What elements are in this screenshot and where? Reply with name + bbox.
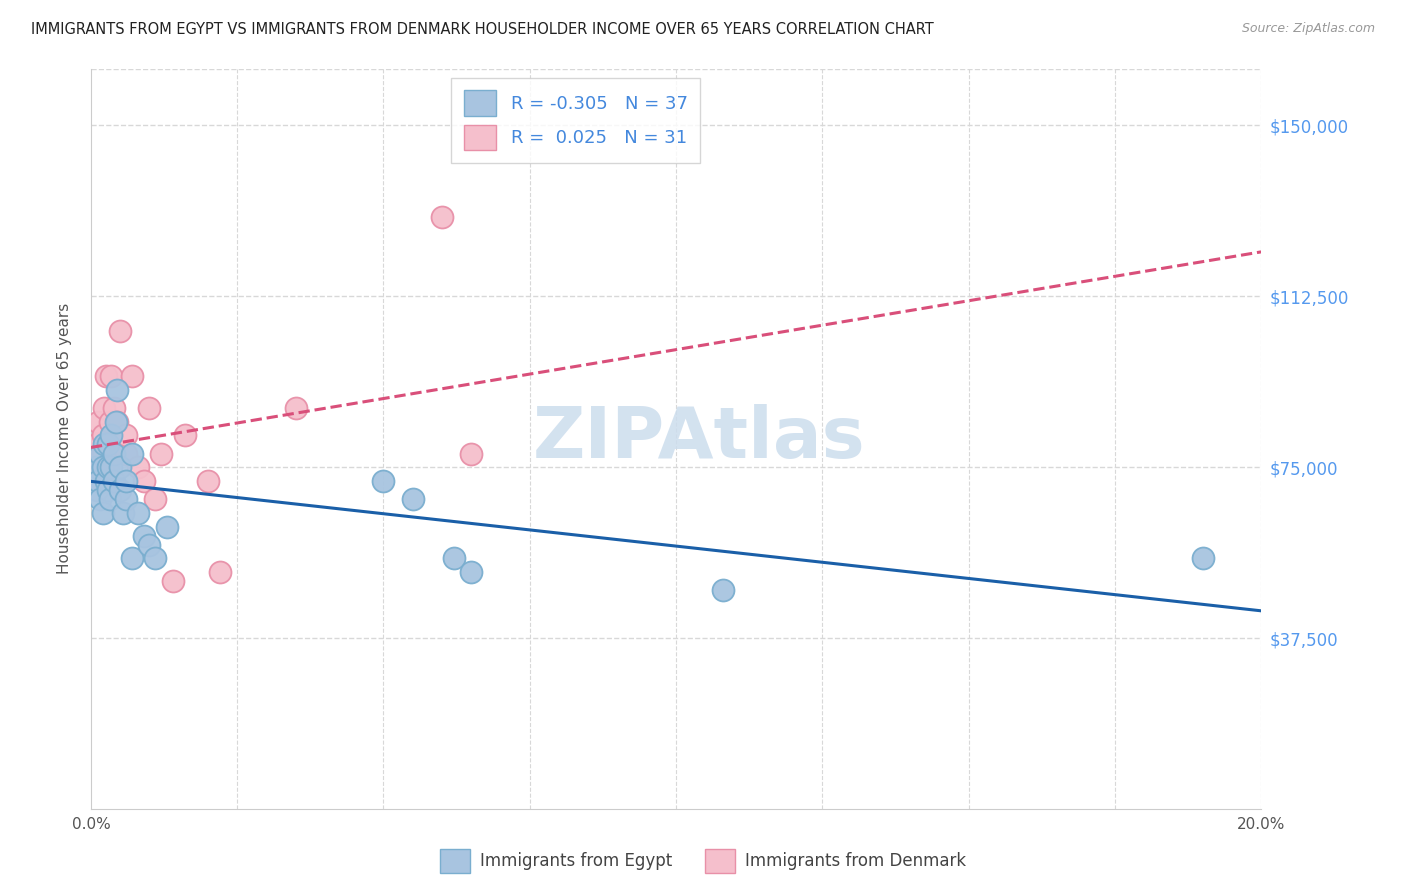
Point bbox=[121, 369, 143, 384]
Point bbox=[93, 437, 115, 451]
Point bbox=[87, 415, 110, 429]
Point bbox=[197, 474, 219, 488]
Point bbox=[127, 506, 149, 520]
Point bbox=[93, 401, 115, 415]
Point bbox=[91, 428, 114, 442]
Legend: R = -0.305   N = 37, R =  0.025   N = 31: R = -0.305 N = 37, R = 0.025 N = 31 bbox=[451, 78, 700, 163]
Point bbox=[91, 506, 114, 520]
Point bbox=[86, 483, 108, 497]
Point bbox=[84, 460, 107, 475]
Point bbox=[138, 538, 160, 552]
Point bbox=[108, 324, 131, 338]
Point bbox=[108, 483, 131, 497]
Point bbox=[98, 415, 121, 429]
Y-axis label: Householder Income Over 65 years: Householder Income Over 65 years bbox=[58, 303, 72, 574]
Point bbox=[103, 474, 125, 488]
Point bbox=[115, 428, 138, 442]
Point bbox=[132, 474, 155, 488]
Point bbox=[402, 492, 425, 507]
Point bbox=[208, 565, 231, 579]
Text: Source: ZipAtlas.com: Source: ZipAtlas.com bbox=[1241, 22, 1375, 36]
Point bbox=[711, 583, 734, 598]
Point bbox=[97, 460, 120, 475]
Point bbox=[443, 551, 465, 566]
Point bbox=[121, 551, 143, 566]
Point bbox=[105, 415, 128, 429]
Legend: Immigrants from Egypt, Immigrants from Denmark: Immigrants from Egypt, Immigrants from D… bbox=[433, 842, 973, 880]
Point bbox=[98, 492, 121, 507]
Point bbox=[143, 492, 166, 507]
Point bbox=[115, 474, 138, 488]
Point bbox=[91, 460, 114, 475]
Point bbox=[132, 528, 155, 542]
Text: IMMIGRANTS FROM EGYPT VS IMMIGRANTS FROM DENMARK HOUSEHOLDER INCOME OVER 65 YEAR: IMMIGRANTS FROM EGYPT VS IMMIGRANTS FROM… bbox=[31, 22, 934, 37]
Point bbox=[104, 415, 127, 429]
Point bbox=[150, 447, 173, 461]
Point bbox=[105, 383, 128, 397]
Point bbox=[138, 401, 160, 415]
Point bbox=[430, 210, 453, 224]
Point bbox=[94, 369, 117, 384]
Point bbox=[97, 460, 120, 475]
Point bbox=[1191, 551, 1213, 566]
Point bbox=[89, 447, 111, 461]
Point bbox=[121, 447, 143, 461]
Point bbox=[103, 447, 125, 461]
Point bbox=[143, 551, 166, 566]
Point bbox=[87, 474, 110, 488]
Point bbox=[108, 460, 131, 475]
Point bbox=[97, 437, 120, 451]
Point bbox=[103, 447, 125, 461]
Text: ZIPAtlas: ZIPAtlas bbox=[533, 404, 866, 474]
Point bbox=[373, 474, 395, 488]
Point bbox=[156, 519, 179, 533]
Point bbox=[112, 506, 135, 520]
Point bbox=[89, 492, 111, 507]
Point bbox=[91, 447, 114, 461]
Point bbox=[100, 460, 122, 475]
Point bbox=[162, 574, 184, 589]
Point bbox=[100, 428, 122, 442]
Point bbox=[86, 437, 108, 451]
Point bbox=[94, 474, 117, 488]
Point bbox=[97, 437, 120, 451]
Point bbox=[89, 474, 111, 488]
Point bbox=[97, 483, 120, 497]
Point bbox=[460, 565, 482, 579]
Point bbox=[115, 492, 138, 507]
Point bbox=[284, 401, 307, 415]
Point bbox=[127, 460, 149, 475]
Point bbox=[115, 447, 138, 461]
Point bbox=[100, 369, 122, 384]
Point bbox=[84, 460, 107, 475]
Point bbox=[173, 428, 195, 442]
Point bbox=[103, 401, 125, 415]
Point bbox=[460, 447, 482, 461]
